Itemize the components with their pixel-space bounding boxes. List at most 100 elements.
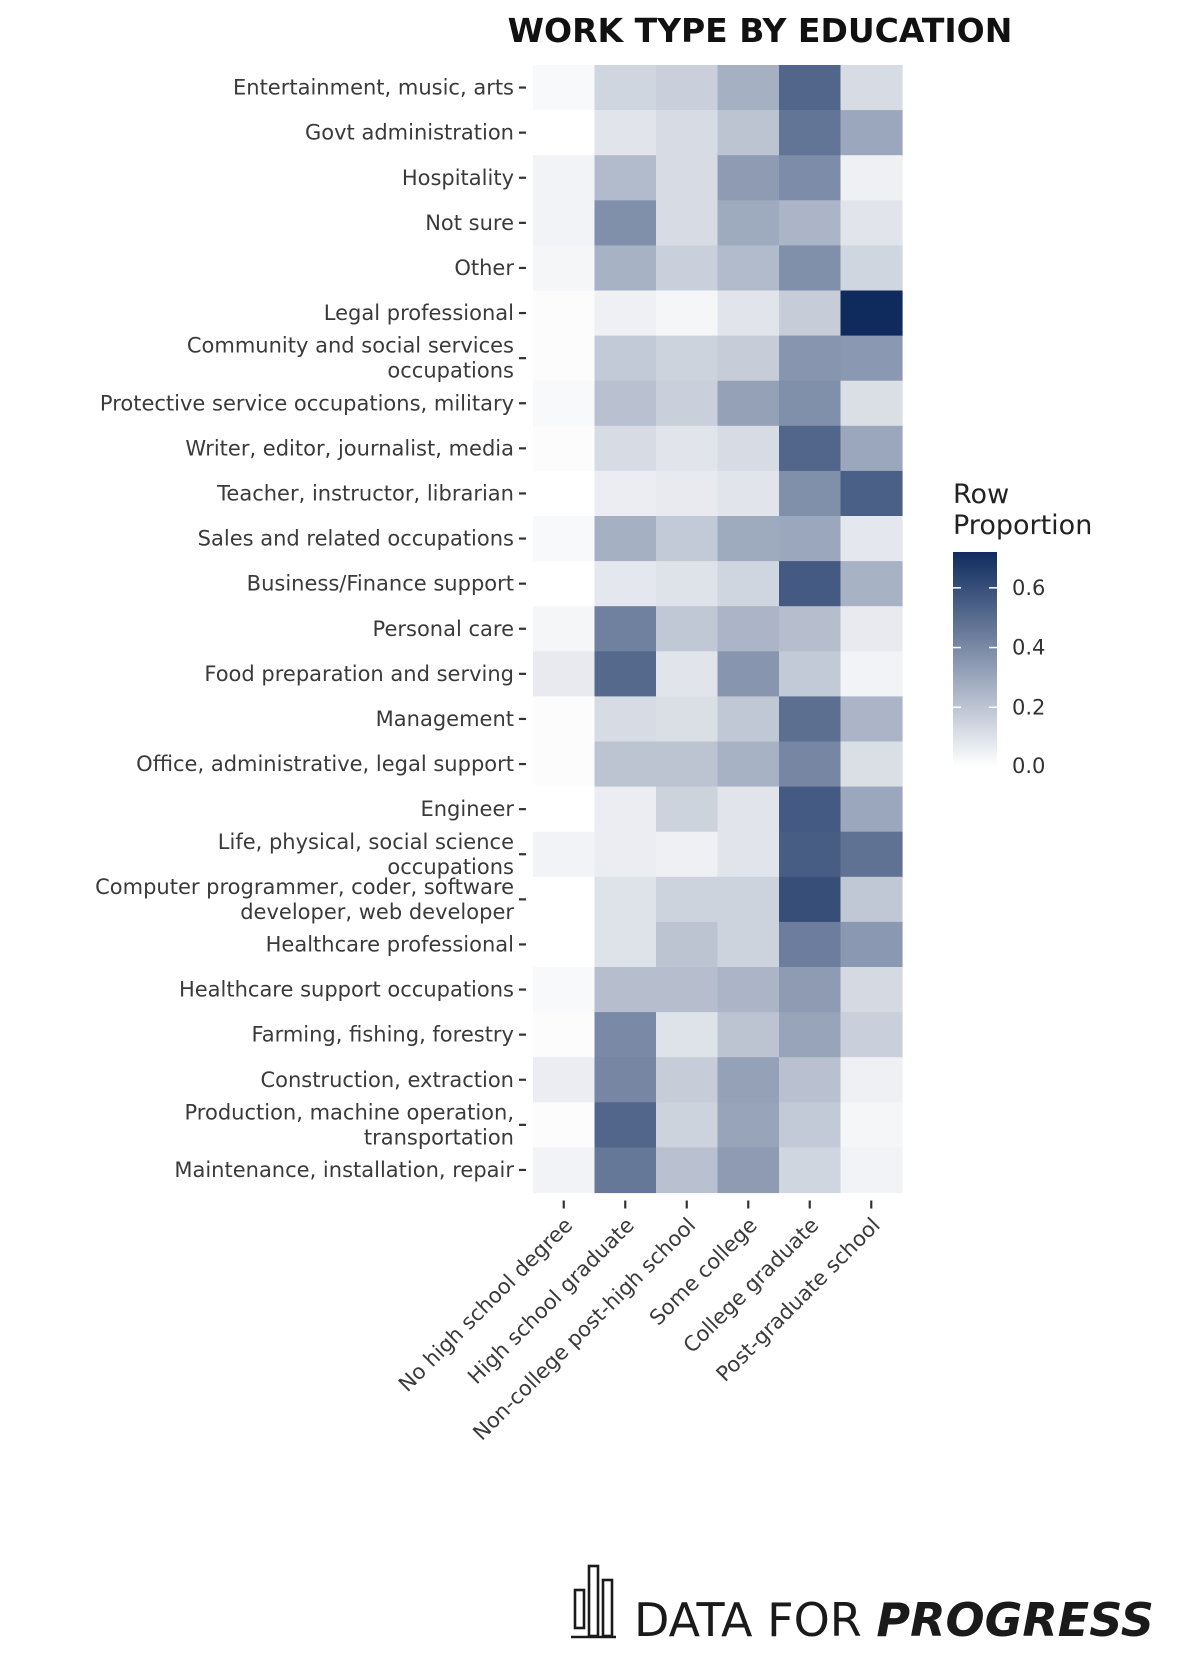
row-label: Business/Finance support — [247, 572, 514, 596]
heatmap-cell — [779, 696, 842, 743]
heatmap-cell — [594, 425, 657, 472]
heatmap-cell — [840, 921, 903, 968]
heatmap-cell — [840, 516, 903, 562]
heatmap-cell — [840, 967, 903, 1013]
heatmap-cell — [656, 786, 719, 833]
heatmap-cell — [594, 110, 657, 156]
heatmap-cell — [594, 1102, 657, 1148]
heatmap-cell — [840, 561, 903, 607]
row-label: Engineer — [420, 797, 514, 821]
heatmap-cell — [717, 741, 780, 788]
heatmap-cell — [656, 1147, 719, 1194]
legend-tick-label: 0.6 — [1012, 576, 1045, 600]
row-label: Farming, fishing, forestry — [252, 1023, 514, 1047]
heatmap-cell — [533, 1102, 596, 1148]
row-label: Not sure — [425, 211, 514, 235]
heatmap-cell — [840, 290, 903, 337]
heatmap-cell — [656, 1102, 719, 1148]
heatmap-cell — [533, 786, 596, 833]
heatmap-cell — [656, 470, 719, 517]
row-label: Community and social services occupations — [187, 334, 514, 383]
row-label: Management — [376, 707, 514, 731]
heatmap-cell — [533, 967, 596, 1013]
heatmap-cell — [717, 425, 780, 472]
heatmap-cell — [656, 876, 719, 923]
heatmap-cell — [779, 1012, 842, 1058]
row-label: Healthcare professional — [266, 932, 514, 956]
row-label: Production, machine operation, transporta… — [185, 1100, 515, 1149]
heatmap-cell — [840, 741, 903, 788]
row-label: Protective service occupations, military — [100, 391, 514, 415]
heatmap-cell — [594, 1012, 657, 1058]
row-label: Other — [454, 256, 514, 280]
heatmap-cell — [717, 245, 780, 292]
heatmap-cell — [533, 110, 596, 156]
row-label: Construction, extraction — [260, 1068, 514, 1092]
legend-tick-label: 0.0 — [1012, 754, 1045, 778]
heatmap-cell — [533, 876, 596, 923]
row-label: Life, physical, social science occupation… — [218, 830, 514, 879]
heatmap-cell — [656, 516, 719, 562]
legend-tick-label: 0.4 — [1012, 636, 1045, 660]
row-label: Hospitality — [402, 166, 514, 190]
heatmap-cell — [533, 921, 596, 968]
heatmap-cell — [656, 245, 719, 292]
heatmap-cell — [656, 967, 719, 1013]
heatmap-cell — [840, 606, 903, 652]
heatmap-cell — [533, 741, 596, 788]
heatmap-cell — [533, 831, 596, 878]
heatmap-cell — [594, 245, 657, 292]
heatmap-cell — [594, 380, 657, 427]
heatmap-cell — [840, 65, 903, 111]
heatmap-cell — [594, 516, 657, 562]
heatmap-cell — [717, 1102, 780, 1148]
row-label: Writer, editor, journalist, media — [185, 436, 514, 460]
heatmap-cell — [594, 651, 657, 697]
heatmap-cell — [840, 335, 903, 382]
heatmap-cell — [594, 876, 657, 923]
heatmap-cell — [840, 380, 903, 427]
heatmap-cell — [594, 65, 657, 111]
heatmap-cell — [779, 425, 842, 472]
heatmap-cell — [594, 155, 657, 201]
heatmap-cell — [656, 1057, 719, 1103]
heatmap-cell — [717, 651, 780, 697]
heatmap-cell — [840, 876, 903, 923]
legend-colorbar — [953, 552, 997, 767]
heatmap-cell — [656, 380, 719, 427]
heatmap-cell — [779, 786, 842, 833]
heatmap-cell — [717, 380, 780, 427]
heatmap-cell — [779, 651, 842, 697]
row-label: Office, administrative, legal support — [136, 752, 514, 776]
heatmap-cell — [840, 1057, 903, 1103]
heatmap-cell — [656, 200, 719, 246]
heatmap-cell — [779, 200, 842, 246]
heatmap-cell — [717, 1057, 780, 1103]
heatmap-cell — [533, 1012, 596, 1058]
heatmap-cell — [779, 1147, 842, 1194]
row-label: Personal care — [373, 617, 514, 641]
heatmap-cell — [717, 606, 780, 652]
heatmap-cell — [594, 741, 657, 788]
heatmap-cell — [840, 1102, 903, 1148]
heatmap-cell — [717, 290, 780, 337]
row-label: Healthcare support occupations — [179, 978, 514, 1002]
heatmap-cell — [717, 1012, 780, 1058]
heatmap-cell — [840, 470, 903, 517]
heatmap-cell — [779, 606, 842, 652]
heatmap-cell — [656, 696, 719, 743]
heatmap-cell — [656, 606, 719, 652]
heatmap-cell — [717, 110, 780, 156]
row-label: Computer programmer, coder, software deve… — [95, 875, 514, 924]
heatmap-cell — [656, 65, 719, 111]
heatmap-cell — [594, 561, 657, 607]
heatmap-cell — [779, 1057, 842, 1103]
heatmap-cell — [779, 335, 842, 382]
heatmap-cell — [779, 831, 842, 878]
heatmap-cell — [533, 335, 596, 382]
heatmap-cell — [717, 561, 780, 607]
heatmap-cell — [533, 380, 596, 427]
heatmap-cell — [779, 380, 842, 427]
heatmap-cell — [656, 290, 719, 337]
